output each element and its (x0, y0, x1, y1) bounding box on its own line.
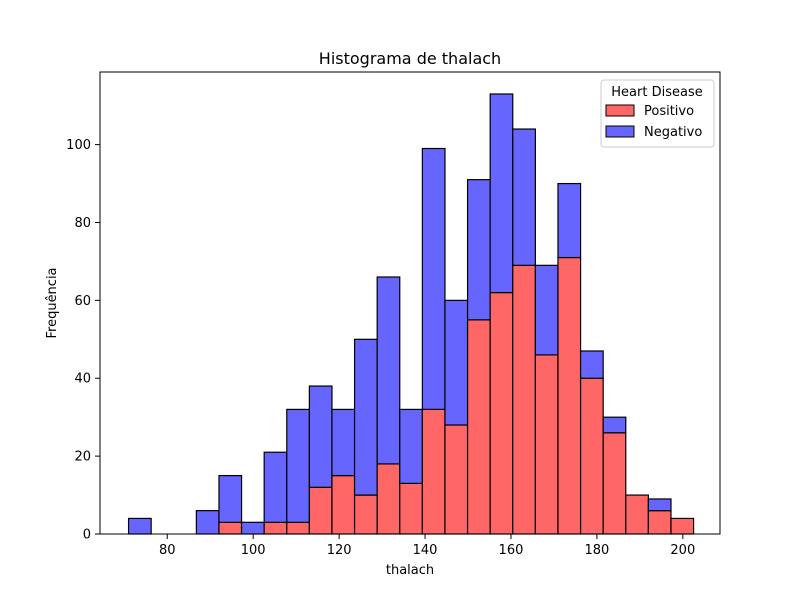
y-axis-ticks: 0 20 40 60 80 100 (66, 138, 100, 543)
bar-negativo-20 (579, 350, 604, 379)
bar-positivo-4 (218, 521, 243, 535)
bar-negativo-14 (444, 299, 469, 426)
legend-swatch-negativo (605, 125, 635, 138)
bar-negativo-16 (489, 93, 514, 294)
bar-positivo-10 (353, 494, 378, 535)
legend: Heart Disease Positivo Negativo (600, 79, 715, 148)
bar-positivo-21 (602, 432, 627, 535)
x-tick-label: 160 (499, 543, 524, 558)
bars-group (127, 93, 695, 535)
legend-label-positivo: Positivo (644, 104, 694, 119)
x-tick-label: 140 (413, 543, 438, 558)
bar-negativo-19 (557, 182, 582, 259)
bar-positivo-13 (421, 408, 446, 535)
y-tick-label: 60 (74, 294, 91, 309)
y-tick-label: 80 (74, 216, 91, 231)
bar-positivo-16 (489, 291, 514, 535)
x-axis-ticks: 80 100 120 140 160 180 200 (159, 534, 695, 558)
bar-negativo-7 (286, 408, 310, 523)
legend-title: Heart Disease (611, 85, 702, 100)
legend-swatch-positivo (605, 104, 635, 117)
bar-positivo-11 (376, 463, 401, 535)
bar-negativo-18 (534, 264, 559, 356)
bar-negativo-0 (127, 517, 152, 535)
y-axis-label: Frequência (45, 267, 60, 338)
x-tick-label: 120 (327, 543, 352, 558)
x-tick-label: 80 (159, 543, 176, 558)
bar-positivo-8 (308, 486, 333, 535)
bar-negativo-13 (421, 147, 446, 410)
x-tick-label: 180 (584, 543, 609, 558)
bar-negativo-9 (331, 408, 356, 477)
bar-negativo-8 (308, 385, 333, 488)
bar-negativo-17 (512, 128, 536, 266)
bar-negativo-5 (240, 521, 265, 535)
bar-positivo-12 (399, 482, 423, 535)
bar-negativo-21 (602, 416, 627, 434)
y-tick-label: 40 (74, 372, 91, 387)
plot-frame (99, 71, 721, 535)
y-tick-label: 100 (66, 138, 91, 153)
bar-negativo-15 (466, 179, 491, 321)
legend-label-negativo: Negativo (644, 125, 702, 140)
y-tick-label: 20 (74, 450, 91, 465)
bar-positivo-19 (557, 256, 582, 535)
bar-positivo-20 (579, 377, 604, 535)
bar-positivo-24 (670, 517, 695, 535)
bar-positivo-6 (263, 521, 288, 535)
bar-positivo-17 (512, 264, 536, 535)
chart-title: Histograma de thalach (319, 49, 501, 68)
bar-negativo-11 (376, 276, 401, 465)
bar-positivo-9 (331, 474, 356, 535)
x-tick-label: 200 (670, 543, 695, 558)
x-axis-label: thalach (386, 563, 434, 578)
bar-negativo-10 (353, 338, 378, 496)
bar-positivo-18 (534, 354, 559, 535)
bar-negativo-23 (647, 498, 672, 512)
bar-negativo-4 (218, 474, 243, 523)
bar-positivo-23 (647, 510, 672, 535)
bar-negativo-6 (263, 451, 288, 523)
bar-positivo-14 (444, 424, 469, 535)
bar-positivo-7 (286, 521, 310, 535)
bar-negativo-3 (195, 510, 220, 535)
bar-positivo-15 (466, 319, 491, 535)
x-tick-label: 100 (241, 543, 266, 558)
bar-negativo-12 (399, 408, 423, 484)
bar-positivo-22 (625, 494, 649, 535)
y-tick-label: 0 (83, 528, 91, 543)
